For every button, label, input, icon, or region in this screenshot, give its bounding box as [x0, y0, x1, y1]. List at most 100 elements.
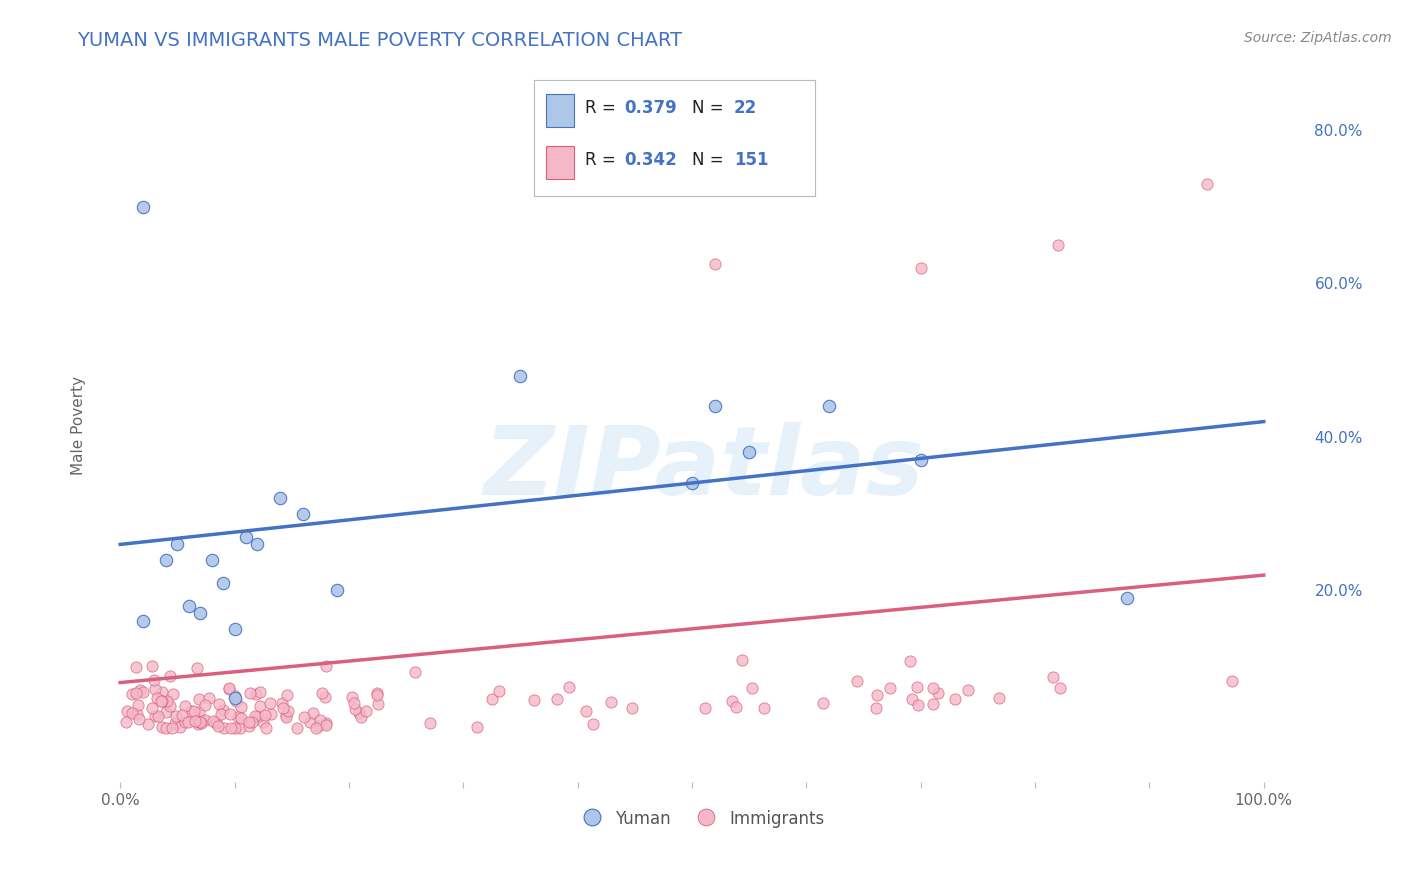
Point	[307, 719, 329, 733]
Point	[298, 714, 321, 729]
Point	[247, 709, 270, 723]
Point	[249, 699, 271, 714]
Point	[155, 705, 177, 719]
Point	[141, 700, 163, 714]
Point	[367, 697, 389, 711]
Text: YUMAN VS IMMIGRANTS MALE POVERTY CORRELATION CHART: YUMAN VS IMMIGRANTS MALE POVERTY CORRELA…	[77, 31, 682, 50]
Point	[305, 721, 328, 735]
Point	[208, 698, 231, 712]
Text: 0.342: 0.342	[624, 152, 678, 169]
Point	[150, 720, 173, 734]
Text: 22: 22	[734, 99, 758, 117]
Point	[1115, 591, 1137, 606]
Point	[309, 713, 332, 727]
Point	[219, 706, 242, 721]
Point	[269, 491, 291, 506]
Point	[252, 714, 274, 729]
Point	[818, 399, 841, 413]
Point	[183, 704, 205, 718]
Point	[865, 701, 887, 715]
Point	[174, 698, 197, 713]
Point	[187, 692, 209, 706]
Point	[229, 700, 252, 714]
Point	[201, 714, 224, 728]
Point	[156, 694, 179, 708]
Point	[575, 704, 598, 718]
Point	[121, 688, 143, 702]
Point	[1042, 670, 1064, 684]
Point	[194, 698, 217, 712]
Point	[184, 714, 207, 728]
Point	[846, 674, 869, 689]
Point	[226, 710, 249, 724]
Point	[159, 698, 181, 713]
Point	[600, 695, 623, 709]
Point	[219, 722, 242, 736]
Point	[900, 692, 922, 706]
Point	[285, 721, 308, 735]
Point	[125, 706, 148, 721]
Text: R =: R =	[585, 99, 621, 117]
Point	[225, 694, 247, 708]
Point	[741, 681, 763, 695]
Point	[224, 622, 246, 636]
Point	[315, 716, 337, 731]
Point	[124, 659, 146, 673]
Y-axis label: Male Poverty: Male Poverty	[72, 376, 86, 475]
Point	[1046, 238, 1069, 252]
Point	[943, 691, 966, 706]
Point	[194, 713, 217, 727]
Point	[273, 701, 295, 715]
Point	[922, 681, 945, 695]
Point	[720, 694, 742, 708]
Point	[114, 714, 136, 729]
Point	[292, 710, 315, 724]
Point	[201, 553, 224, 567]
Point	[249, 685, 271, 699]
Point	[128, 712, 150, 726]
Point	[146, 690, 169, 705]
Point	[523, 693, 546, 707]
Point	[238, 714, 260, 729]
Point	[927, 686, 949, 700]
Point	[582, 717, 605, 731]
Point	[350, 710, 373, 724]
Point	[731, 653, 754, 667]
Point	[174, 714, 197, 729]
Point	[693, 701, 716, 715]
Point	[209, 707, 232, 722]
Point	[186, 661, 208, 675]
Point	[207, 719, 229, 733]
Point	[170, 708, 193, 723]
Point	[738, 445, 761, 459]
Point	[166, 537, 188, 551]
Point	[1049, 681, 1071, 695]
Point	[165, 716, 187, 731]
Point	[354, 704, 377, 718]
Point	[956, 682, 979, 697]
Point	[1220, 674, 1243, 689]
FancyBboxPatch shape	[546, 146, 574, 178]
Point	[922, 698, 945, 712]
Point	[481, 692, 503, 706]
Point	[177, 714, 200, 729]
Point	[177, 599, 200, 613]
Text: N =: N =	[692, 152, 728, 169]
Point	[1195, 177, 1218, 191]
Point	[315, 658, 337, 673]
Point	[724, 700, 747, 714]
Point	[235, 530, 257, 544]
Point	[162, 721, 184, 735]
Point	[187, 705, 209, 719]
Point	[866, 688, 889, 702]
Point	[143, 709, 166, 723]
Text: 0.379: 0.379	[624, 99, 678, 117]
Point	[465, 720, 488, 734]
Point	[188, 714, 211, 729]
Point	[253, 708, 276, 723]
Point	[138, 717, 160, 731]
Point	[132, 614, 155, 628]
Point	[131, 685, 153, 699]
Point	[703, 399, 725, 413]
Point	[246, 537, 269, 551]
